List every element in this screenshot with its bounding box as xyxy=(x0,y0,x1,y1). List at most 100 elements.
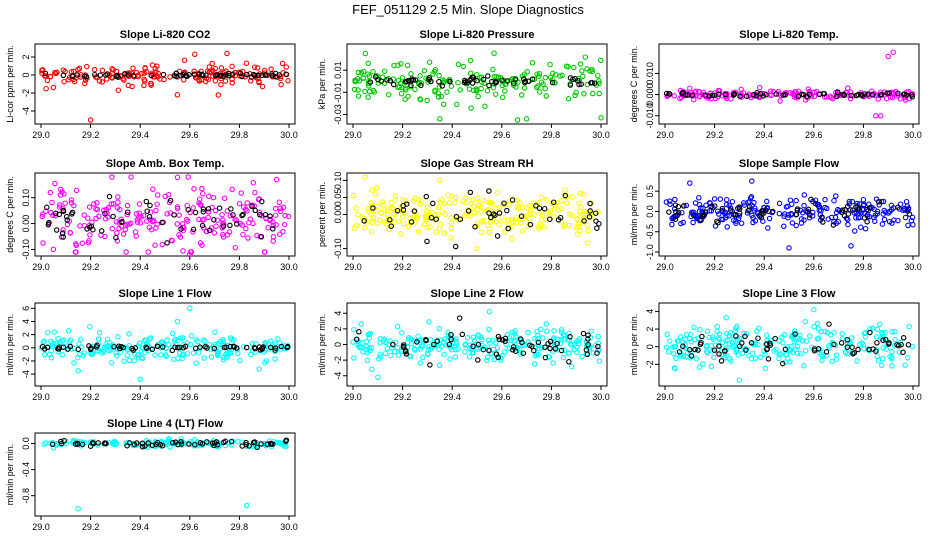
data-point xyxy=(417,73,423,79)
data-point xyxy=(781,332,788,338)
data-point xyxy=(224,351,230,357)
data-point xyxy=(427,336,434,343)
data-point xyxy=(423,337,429,344)
data-point xyxy=(680,353,687,359)
y-tick-label: 2 xyxy=(21,54,31,59)
data-point xyxy=(513,333,519,340)
data-point xyxy=(355,342,361,348)
data-point xyxy=(355,87,361,93)
data-point xyxy=(670,344,676,350)
data-point xyxy=(49,441,56,448)
data-point xyxy=(169,439,176,446)
data-point xyxy=(436,72,442,79)
data-point xyxy=(185,206,191,213)
x-tick-label: 29.6 xyxy=(181,262,199,272)
data-point xyxy=(399,330,405,336)
data-point xyxy=(441,78,448,84)
data-point xyxy=(851,210,857,216)
data-point xyxy=(486,326,492,333)
data-point xyxy=(192,209,199,216)
data-point xyxy=(205,206,212,212)
data-point xyxy=(448,225,455,232)
y-tick-label: -0.8 xyxy=(21,488,31,504)
data-point xyxy=(147,202,153,209)
data-point xyxy=(283,64,290,70)
data-point xyxy=(191,186,197,192)
x-tick-label: 29.2 xyxy=(706,262,724,272)
data-point xyxy=(113,219,120,225)
data-point xyxy=(400,196,406,203)
data-point xyxy=(532,335,538,342)
data-point xyxy=(71,78,78,85)
data-point xyxy=(373,208,379,215)
data-point xyxy=(114,230,120,236)
data-point xyxy=(382,350,389,356)
data-point xyxy=(714,208,721,215)
data-point xyxy=(235,438,241,445)
data-point xyxy=(683,354,689,360)
data-point xyxy=(50,340,56,347)
data-point xyxy=(104,336,111,342)
data-point xyxy=(694,346,700,352)
data-point xyxy=(534,336,541,342)
plot-frame xyxy=(34,302,296,387)
data-point xyxy=(365,94,371,100)
data-point xyxy=(370,202,376,208)
data-point xyxy=(833,193,839,199)
data-point xyxy=(154,192,161,198)
data-point xyxy=(214,217,221,223)
data-point xyxy=(569,341,575,348)
data-point xyxy=(398,90,405,97)
data-point xyxy=(177,344,183,351)
data-point xyxy=(565,96,572,102)
data-point xyxy=(200,206,207,212)
data-point xyxy=(139,443,146,450)
data-point xyxy=(277,205,284,212)
series-1 xyxy=(350,174,601,252)
data-point xyxy=(370,69,376,75)
data-point xyxy=(473,71,480,78)
data-point xyxy=(57,192,64,198)
data-point xyxy=(60,207,67,214)
data-point xyxy=(448,220,455,226)
data-point xyxy=(902,214,909,221)
data-point xyxy=(878,113,884,119)
data-point xyxy=(835,89,841,96)
series-2 xyxy=(663,89,916,100)
data-point xyxy=(848,92,854,99)
data-point xyxy=(525,329,531,336)
data-point xyxy=(592,210,599,216)
data-point xyxy=(433,216,439,222)
data-point xyxy=(691,324,697,331)
data-point xyxy=(576,200,582,206)
data-point xyxy=(390,210,396,217)
data-point xyxy=(438,93,445,100)
data-point xyxy=(285,213,292,220)
data-point xyxy=(522,79,528,86)
data-point xyxy=(355,69,362,76)
data-point xyxy=(384,77,390,83)
y-tick-label: 0.05 xyxy=(333,189,343,207)
data-point xyxy=(395,218,402,225)
data-point xyxy=(206,193,212,200)
data-point xyxy=(354,222,360,229)
data-point xyxy=(148,80,154,87)
data-point xyxy=(507,198,513,204)
data-point xyxy=(279,60,286,67)
data-point xyxy=(403,351,410,357)
data-point xyxy=(191,68,197,75)
data-point xyxy=(435,90,441,96)
data-point xyxy=(203,72,209,79)
data-point xyxy=(358,321,364,327)
data-point xyxy=(145,249,151,255)
data-point xyxy=(239,73,245,80)
data-point xyxy=(42,73,49,79)
data-point xyxy=(815,326,822,332)
panel-title: Slope Sample Flow xyxy=(739,158,840,170)
data-point xyxy=(237,220,244,227)
data-point xyxy=(109,174,115,180)
data-point xyxy=(43,85,49,92)
data-point xyxy=(555,336,562,343)
data-point xyxy=(141,338,147,344)
data-point xyxy=(764,341,770,347)
